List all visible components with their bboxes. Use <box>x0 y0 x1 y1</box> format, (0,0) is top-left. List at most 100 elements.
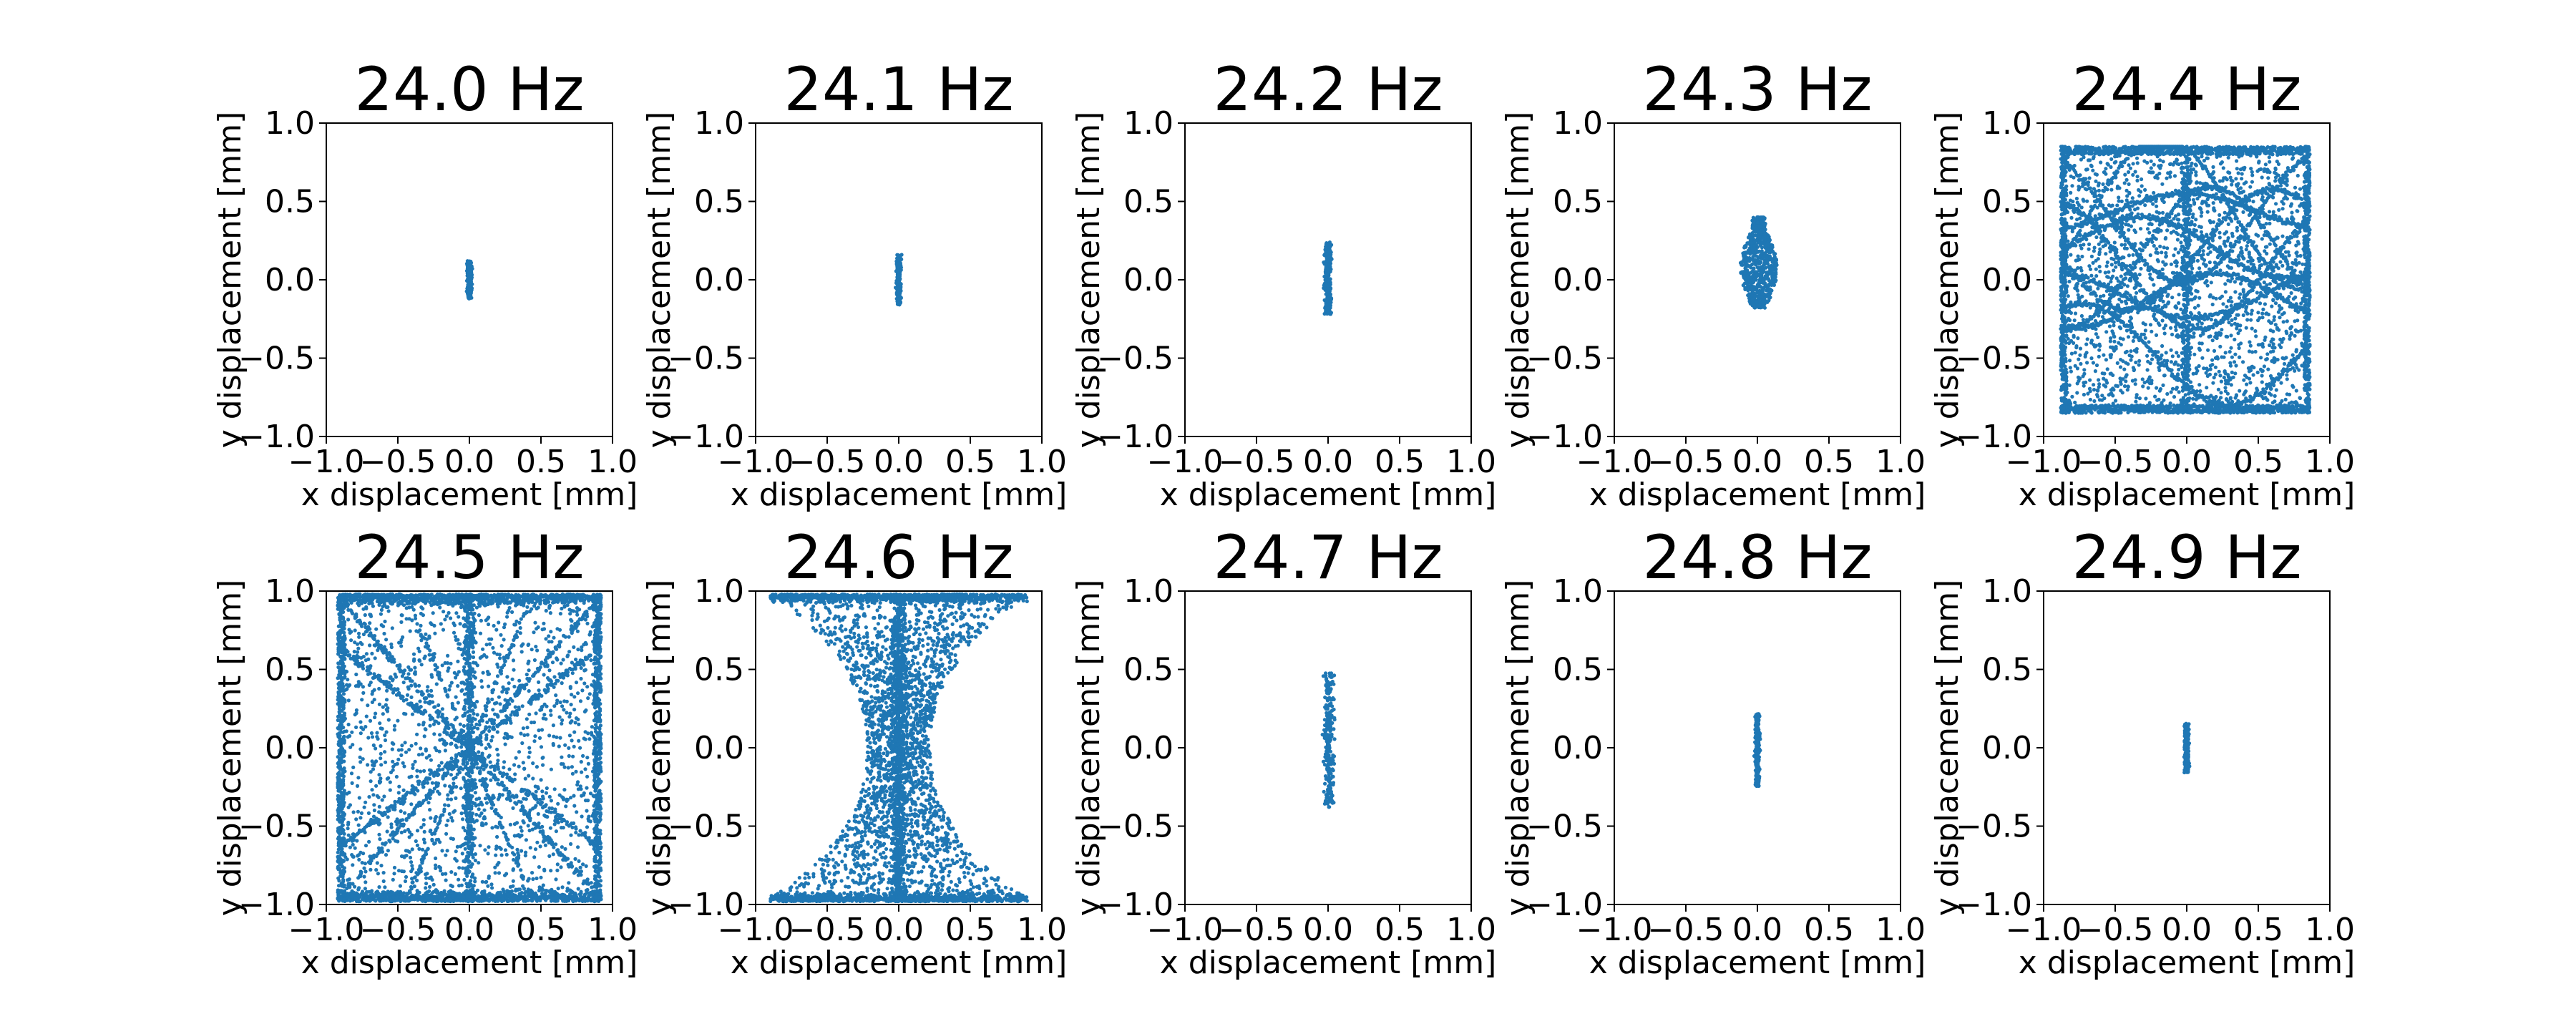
data-point <box>2177 301 2180 305</box>
data-point <box>2135 179 2139 182</box>
subplot-title: 24.3 Hz <box>1643 54 1873 125</box>
data-point <box>2125 178 2129 182</box>
data-point <box>2094 147 2097 150</box>
data-point <box>2224 244 2228 248</box>
data-point <box>2267 313 2270 316</box>
data-point <box>2089 164 2093 167</box>
data-point <box>1753 306 1757 309</box>
data-point <box>2228 145 2231 149</box>
data-point <box>2152 283 2155 287</box>
data-point <box>2230 323 2233 326</box>
data-point <box>2139 267 2142 270</box>
data-point <box>2250 327 2254 331</box>
data-point <box>2155 399 2159 402</box>
data-point <box>2075 197 2079 200</box>
data-point <box>2114 399 2117 402</box>
data-point <box>2176 238 2180 241</box>
data-point <box>2082 384 2086 388</box>
data-point <box>2230 300 2233 303</box>
data-point <box>2106 260 2109 264</box>
data-point <box>897 262 901 265</box>
data-point <box>2069 199 2072 203</box>
data-point <box>1774 278 1777 282</box>
data-point <box>2125 247 2129 250</box>
data-point <box>2127 405 2130 409</box>
y-axis-label: y displacement [mm] <box>1500 112 1536 449</box>
data-point <box>2112 331 2115 335</box>
y-axis-label: y displacement [mm] <box>641 112 678 449</box>
data-point <box>1745 263 1749 267</box>
data-point <box>2260 197 2263 201</box>
data-point <box>2278 338 2282 341</box>
data-point <box>2220 328 2223 331</box>
data-point <box>2238 191 2241 195</box>
data-point <box>2202 159 2206 162</box>
data-point <box>2140 241 2143 245</box>
data-point <box>2175 264 2178 268</box>
x-tick-label: 1.0 <box>1875 444 1926 480</box>
data-point <box>897 293 901 296</box>
data-point <box>2214 366 2218 369</box>
data-point <box>1755 228 1759 231</box>
data-point <box>2123 243 2127 246</box>
data-point <box>2092 383 2095 386</box>
data-point <box>2237 171 2240 175</box>
data-point <box>2225 397 2228 401</box>
data-point <box>2145 354 2149 358</box>
data-point <box>2164 251 2167 255</box>
data-point <box>2075 391 2079 394</box>
data-point <box>2278 304 2281 308</box>
data-point <box>2082 243 2085 246</box>
data-point <box>2223 232 2226 235</box>
data-point <box>2240 177 2243 180</box>
data-point <box>2097 355 2101 359</box>
data-point <box>2220 380 2223 384</box>
data-point <box>2197 347 2201 351</box>
data-point <box>2109 250 2112 253</box>
data-point <box>2076 201 2079 205</box>
data-point <box>2291 385 2295 389</box>
data-point <box>1759 285 1762 288</box>
data-point <box>2249 167 2253 170</box>
data-point <box>2166 302 2170 306</box>
data-point <box>2095 393 2099 396</box>
data-point <box>1326 289 1330 293</box>
x-tick-label: 0.0 <box>1732 444 1782 480</box>
data-point <box>2270 376 2273 380</box>
data-point <box>2200 225 2203 229</box>
data-point <box>2084 343 2088 346</box>
data-point <box>2177 218 2180 222</box>
data-point <box>2260 175 2264 179</box>
data-point <box>2294 400 2298 404</box>
data-point <box>2264 396 2268 399</box>
data-point <box>2139 190 2142 193</box>
data-point <box>2225 379 2229 382</box>
data-point <box>2098 270 2102 273</box>
data-point <box>1766 273 1770 276</box>
data-point <box>2146 360 2150 364</box>
data-point <box>2094 404 2097 407</box>
data-point <box>2174 304 2177 308</box>
data-point <box>1748 240 1752 243</box>
data-point <box>2218 231 2221 235</box>
data-point <box>2260 369 2264 373</box>
data-point <box>2149 253 2152 257</box>
data-point <box>2079 362 2082 366</box>
data-point <box>2210 281 2213 284</box>
data-point <box>2099 240 2103 243</box>
x-tick-label: −0.5 <box>1648 444 1724 480</box>
data-point <box>2104 330 2108 333</box>
data-point <box>2238 346 2241 350</box>
data-point <box>2294 258 2298 262</box>
data-point <box>2114 265 2117 269</box>
data-point <box>2201 332 2205 336</box>
data-point <box>2099 160 2102 164</box>
data-point <box>2143 188 2147 192</box>
data-point <box>2174 328 2177 332</box>
data-point <box>2069 253 2072 257</box>
data-point <box>2258 168 2261 172</box>
data-point <box>2263 167 2266 171</box>
data-point <box>2279 381 2283 385</box>
data-point <box>2107 275 2110 279</box>
data-point <box>2125 350 2129 353</box>
